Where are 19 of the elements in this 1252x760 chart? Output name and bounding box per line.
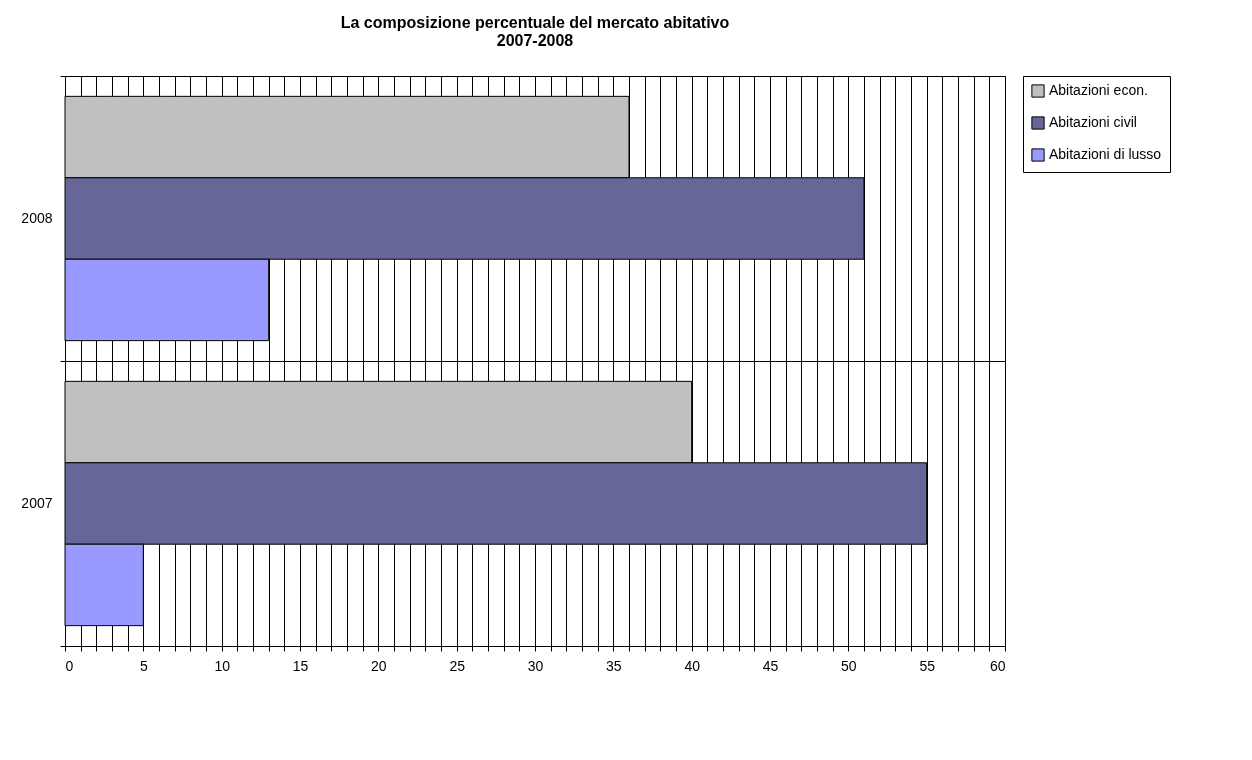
x-tick-label: 10 (214, 657, 231, 674)
legend-label: Abitazioni civil (1049, 114, 1137, 130)
x-tick-label: 30 (527, 657, 544, 674)
x-tick-label: 5 (139, 657, 148, 674)
legend-label: Abitazioni econ. (1049, 82, 1148, 98)
legend-label: Abitazioni di lusso (1049, 146, 1162, 162)
x-tick-label: 15 (292, 657, 309, 674)
x-tick-label: 25 (449, 657, 466, 674)
x-tick-label: 20 (371, 657, 387, 674)
y-tick-label: 2007 (21, 495, 53, 511)
chart-title: La composizione percentuale del mercato abitativo 2007-2008 (340, 14, 730, 49)
x-tick-label: 35 (606, 657, 622, 674)
x-tick-label: 0 (65, 657, 74, 674)
y-tick-label: 2008 (21, 210, 53, 226)
x-tick-label: 40 (684, 657, 701, 674)
x-tick-label: 45 (762, 657, 779, 674)
x-tick-label: 60 (989, 657, 1006, 674)
x-tick-label: 50 (841, 657, 857, 674)
x-tick-label: 55 (919, 657, 936, 674)
